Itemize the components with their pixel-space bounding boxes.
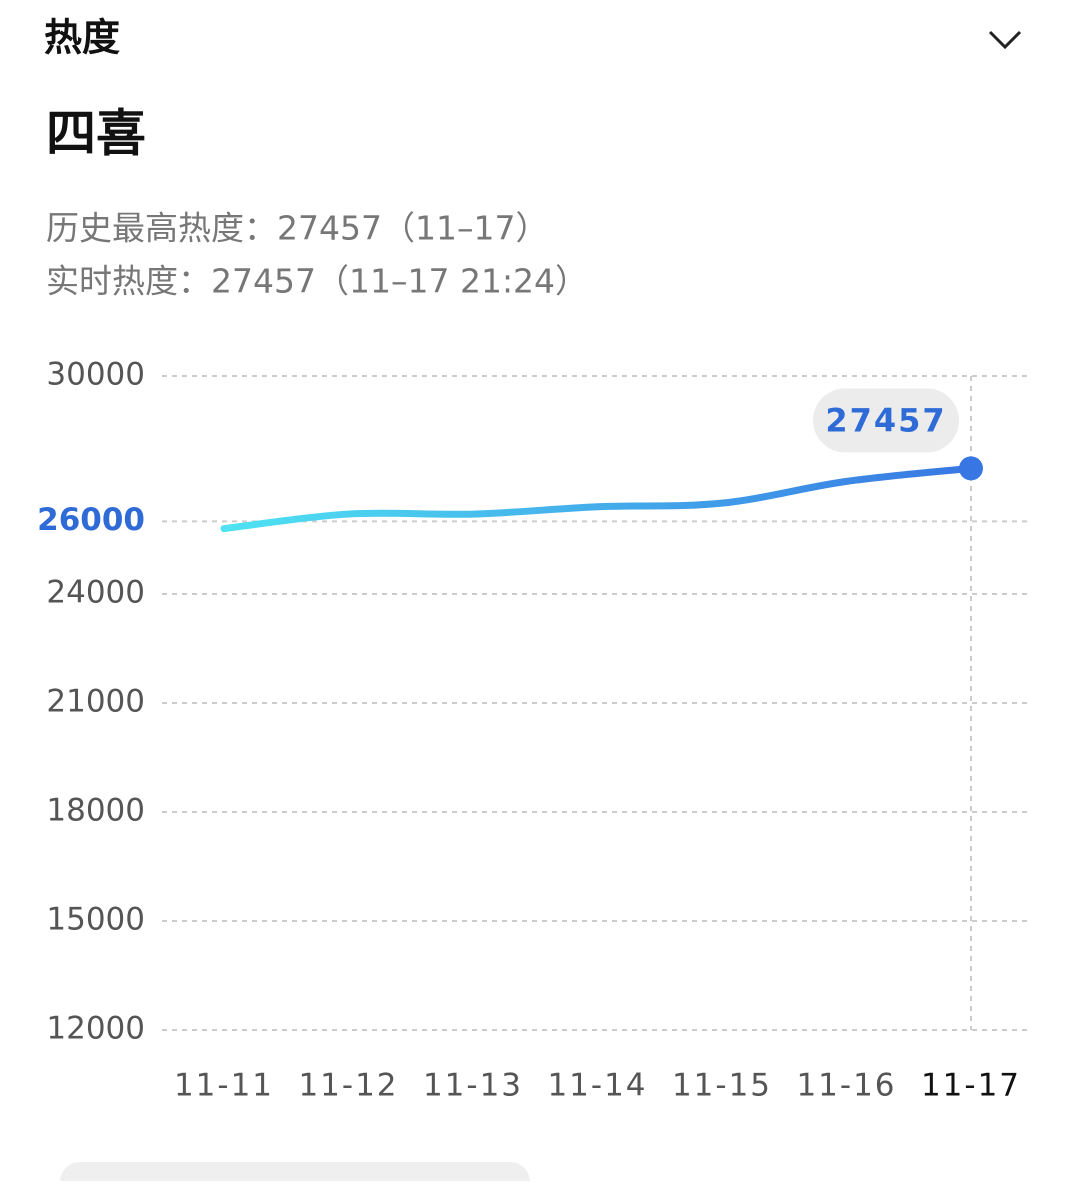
realtime-info: 实时热度：27457（11–17 21:24） (46, 262, 588, 301)
value-label: 27457 (825, 401, 946, 439)
y-tick-label: 30000 (46, 357, 145, 393)
collapse-toggle[interactable] (988, 30, 1022, 50)
topic-name: 四喜 (46, 105, 146, 163)
x-tick-label: 11-14 (547, 1068, 647, 1104)
x-tick-label: 11-12 (298, 1068, 398, 1104)
y-tick-label: 24000 (46, 575, 145, 611)
value-bubble (813, 388, 959, 453)
section-title: 热度 (44, 16, 120, 60)
y-tick-label: 18000 (46, 793, 145, 829)
bottom-pill[interactable] (60, 1162, 530, 1185)
x-tick-label: 11-13 (423, 1068, 523, 1104)
y-tick-label: 15000 (46, 902, 145, 938)
peak-info: 历史最高热度：27457（11–17） (46, 209, 548, 248)
trend-line (220, 464, 975, 533)
x-tick-label: 11-15 (672, 1068, 772, 1104)
y-tick-label: 12000 (46, 1011, 145, 1047)
x-tick-label: 11-17 (921, 1068, 1021, 1104)
y-tick-label: 21000 (46, 684, 145, 720)
x-tick-label: 11-16 (796, 1068, 896, 1104)
x-tick-label: 11-11 (174, 1068, 274, 1104)
y-tick-label: 26000 (37, 502, 145, 538)
current-point (959, 456, 983, 481)
